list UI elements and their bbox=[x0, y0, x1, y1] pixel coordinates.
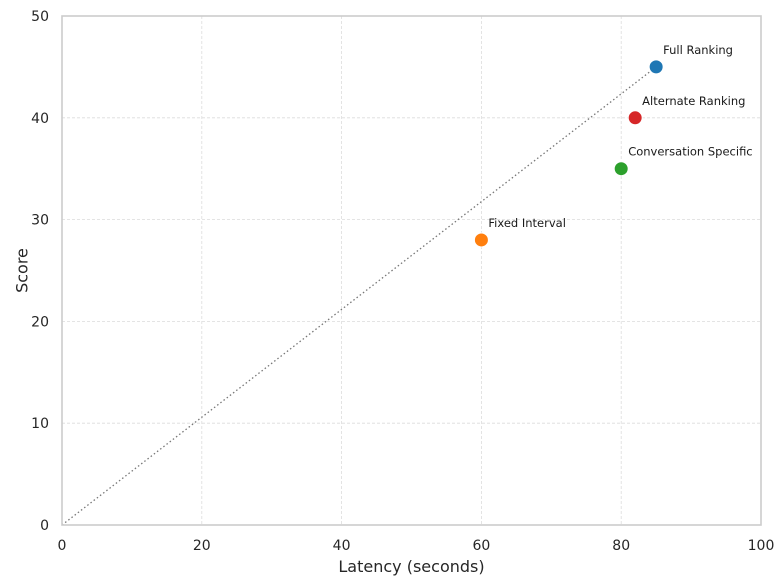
y-tick-label: 0 bbox=[40, 518, 49, 534]
x-tick-labels: 0 20 40 60 80 100 bbox=[58, 538, 775, 554]
point-label: Fixed Interval bbox=[488, 216, 566, 230]
x-tick-label: 100 bbox=[748, 538, 775, 554]
point-label: Alternate Ranking bbox=[642, 94, 745, 108]
y-tick-label: 40 bbox=[31, 111, 49, 127]
point-labels: Full Ranking Alternate Ranking Conversatio… bbox=[488, 43, 752, 230]
point-label: Full Ranking bbox=[663, 43, 733, 57]
grid bbox=[61, 15, 762, 526]
x-tick-label: 80 bbox=[612, 538, 630, 554]
y-tick-label: 30 bbox=[31, 213, 49, 229]
data-point bbox=[627, 110, 643, 126]
y-tick-label: 10 bbox=[31, 416, 49, 432]
data-point bbox=[473, 232, 489, 248]
y-axis-label: Score bbox=[13, 248, 32, 293]
y-tick-label: 20 bbox=[31, 314, 49, 330]
y-tick-label: 50 bbox=[31, 9, 49, 25]
data-point bbox=[648, 59, 664, 75]
x-tick-label: 40 bbox=[333, 538, 351, 554]
trend-line bbox=[61, 66, 657, 526]
x-tick-label: 60 bbox=[472, 538, 490, 554]
plot-frame bbox=[61, 15, 762, 526]
x-tick-label: 20 bbox=[193, 538, 211, 554]
x-axis-label: Latency (seconds) bbox=[338, 557, 484, 576]
data-points bbox=[473, 59, 664, 248]
data-point bbox=[613, 161, 629, 177]
x-tick-label: 0 bbox=[58, 538, 67, 554]
y-tick-labels: 0 10 20 30 40 50 bbox=[31, 9, 49, 534]
point-label: Conversation Specific bbox=[628, 145, 752, 159]
